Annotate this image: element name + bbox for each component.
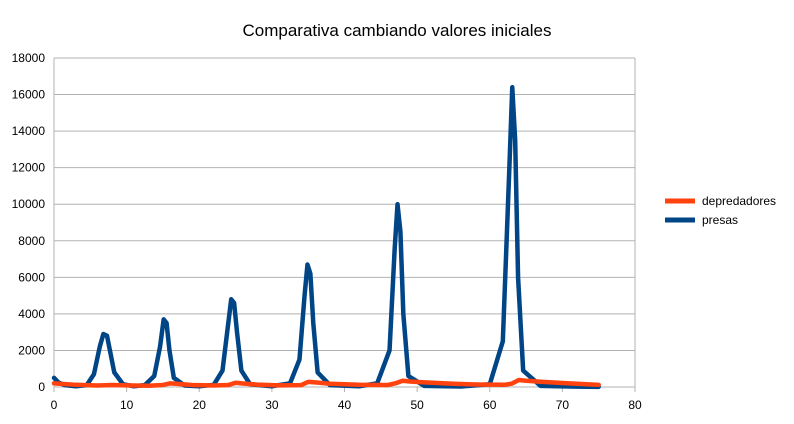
y-tick-label: 14000 (12, 124, 46, 138)
series-line-presas (51, 84, 601, 390)
y-tick-label: 4000 (18, 307, 45, 321)
legend-label-depredadores: depredadores (702, 194, 776, 208)
x-tick-label: 70 (556, 398, 570, 412)
y-tick-label: 2000 (18, 343, 45, 357)
x-tick-label: 60 (483, 398, 497, 412)
y-tick-label: 0 (38, 380, 45, 394)
y-tick-label: 16000 (12, 88, 46, 102)
legend-label-presas: presas (702, 213, 738, 227)
x-tick-label: 0 (51, 398, 58, 412)
y-tick-label: 18000 (12, 51, 46, 65)
y-tick-label: 10000 (12, 197, 46, 211)
grid-lines (54, 57, 635, 388)
y-tick-label: 8000 (18, 234, 45, 248)
series-line-depredadores (51, 377, 601, 388)
x-tick-label: 40 (338, 398, 352, 412)
x-tick-label: 80 (628, 398, 642, 412)
y-tick-label: 6000 (18, 270, 45, 284)
x-tick-label: 10 (120, 398, 134, 412)
chart-title: Comparativa cambiando valores iniciales (243, 21, 552, 40)
x-tick-label: 20 (193, 398, 207, 412)
plot-series (51, 84, 601, 390)
x-tick-label: 50 (410, 398, 424, 412)
legend: depredadores presas (665, 194, 776, 227)
axes: 0 2000 4000 6000 8000 10000 12000 14000 16000 180… (12, 51, 642, 412)
x-tick-label: 30 (265, 398, 279, 412)
y-tick-label: 12000 (12, 161, 46, 175)
